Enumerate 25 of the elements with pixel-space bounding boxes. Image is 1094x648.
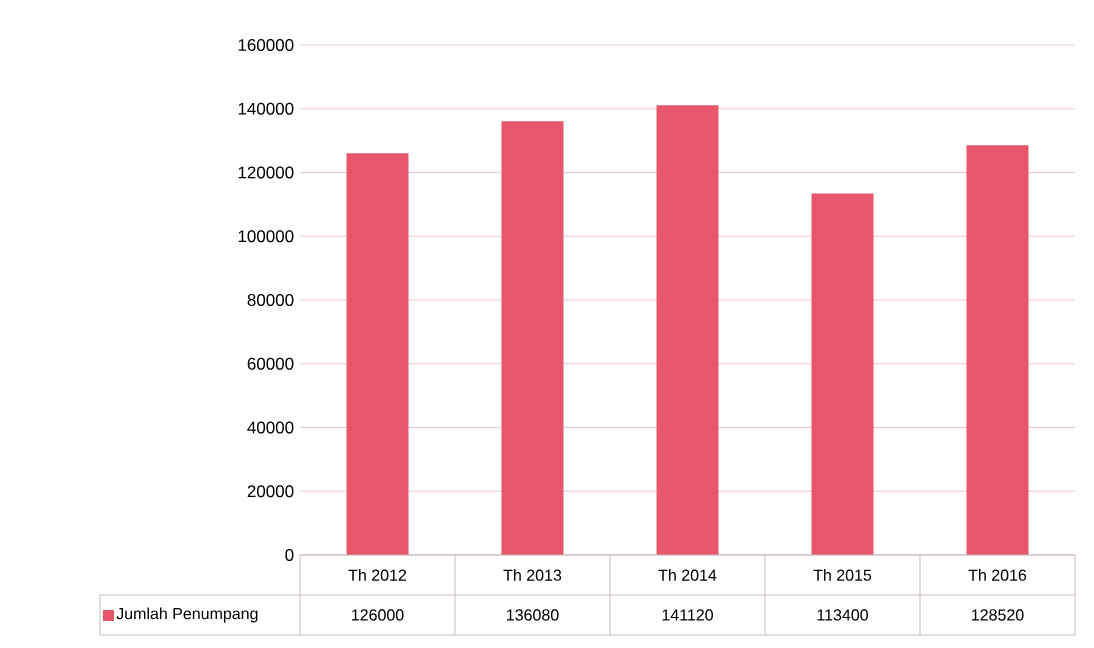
data-label: 113400: [817, 609, 868, 621]
y-tick-label: 140000: [238, 102, 294, 115]
legend-label: Jumlah Penumpang: [116, 607, 258, 623]
y-tick-label: 120000: [238, 166, 294, 179]
y-tick-label: 80000: [247, 293, 294, 307]
bar: [966, 145, 1029, 555]
data-label: 136080: [507, 609, 559, 621]
y-tick-label: 0: [285, 548, 294, 562]
x-tick-label: Th 2014: [658, 569, 717, 581]
x-tick-label: Th 2015: [813, 569, 872, 581]
y-tick-label: 40000: [247, 421, 294, 434]
x-tick-label: Th 2013: [503, 569, 562, 581]
y-tick-label: 100000: [238, 230, 294, 243]
y-tick-label: 160000: [238, 38, 294, 52]
y-tick-label: 60000: [247, 357, 294, 370]
bar: [656, 105, 719, 555]
bar: [811, 193, 874, 555]
x-tick-label: Th 2012: [348, 569, 407, 581]
data-label: 141120: [662, 609, 713, 621]
data-label: 126000: [352, 609, 404, 621]
data-label: 128520: [972, 609, 1024, 621]
bar: [501, 121, 564, 555]
y-tick-label: 20000: [247, 485, 294, 498]
bar: [346, 153, 409, 555]
x-tick-label: Th 2016: [968, 569, 1027, 581]
